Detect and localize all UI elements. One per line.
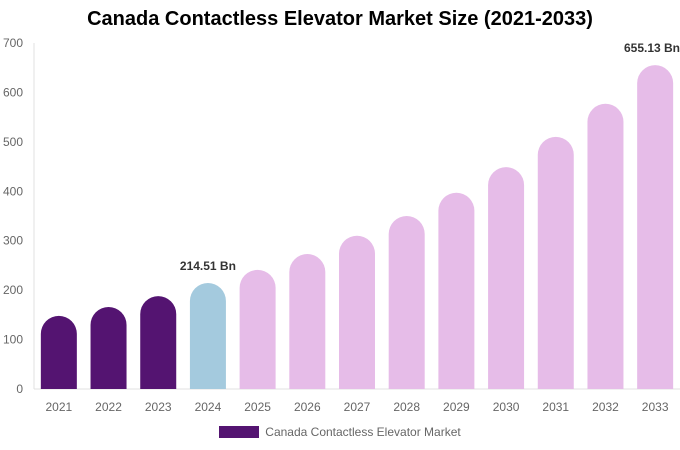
x-tick-label: 2024 (195, 400, 222, 414)
bar-2021 (40, 315, 77, 389)
bar-2025 (239, 269, 276, 389)
x-tick-label: 2026 (294, 400, 321, 414)
bar-2027 (339, 235, 375, 389)
bar-2032 (587, 103, 624, 389)
bar-2028 (388, 216, 425, 389)
x-tick-label: 2027 (344, 400, 371, 414)
x-tick-label: 2025 (244, 400, 271, 414)
y-tick-label: 400 (3, 184, 23, 198)
legend: Canada Contactless Elevator Market (0, 425, 680, 439)
bar-2023 (140, 296, 177, 389)
x-tick-label: 2031 (542, 400, 569, 414)
bar-2033 (637, 65, 674, 390)
legend-swatch (219, 426, 260, 438)
data-label: 655.13 Bn (624, 41, 680, 55)
x-tick-label: 2023 (145, 400, 172, 414)
x-tick-label: 2030 (493, 400, 520, 414)
x-tick-label: 2021 (45, 400, 72, 414)
y-tick-label: 300 (3, 234, 23, 248)
y-tick-label: 700 (3, 36, 23, 50)
chart-title: Canada Contactless Elevator Market Size … (87, 8, 593, 30)
x-tick-label: 2029 (443, 400, 470, 414)
x-tick-label: 2033 (642, 400, 669, 414)
y-tick-label: 600 (3, 85, 23, 99)
x-tick-label: 2032 (592, 400, 619, 414)
bar-2029 (438, 192, 475, 389)
x-tick-label: 2022 (95, 400, 122, 414)
bar-2031 (537, 136, 574, 389)
bar-2022 (90, 306, 127, 389)
bar-2024 (189, 282, 226, 389)
y-tick-label: 100 (3, 333, 23, 347)
bar-2030 (488, 167, 525, 389)
y-tick-label: 0 (16, 382, 23, 396)
y-tick-label: 500 (3, 135, 23, 149)
data-label: 214.51 Bn (180, 259, 236, 273)
y-tick-label: 200 (3, 283, 23, 297)
legend-label: Canada Contactless Elevator Market (265, 425, 461, 439)
x-tick-label: 2028 (393, 400, 420, 414)
bar-2026 (289, 254, 326, 389)
